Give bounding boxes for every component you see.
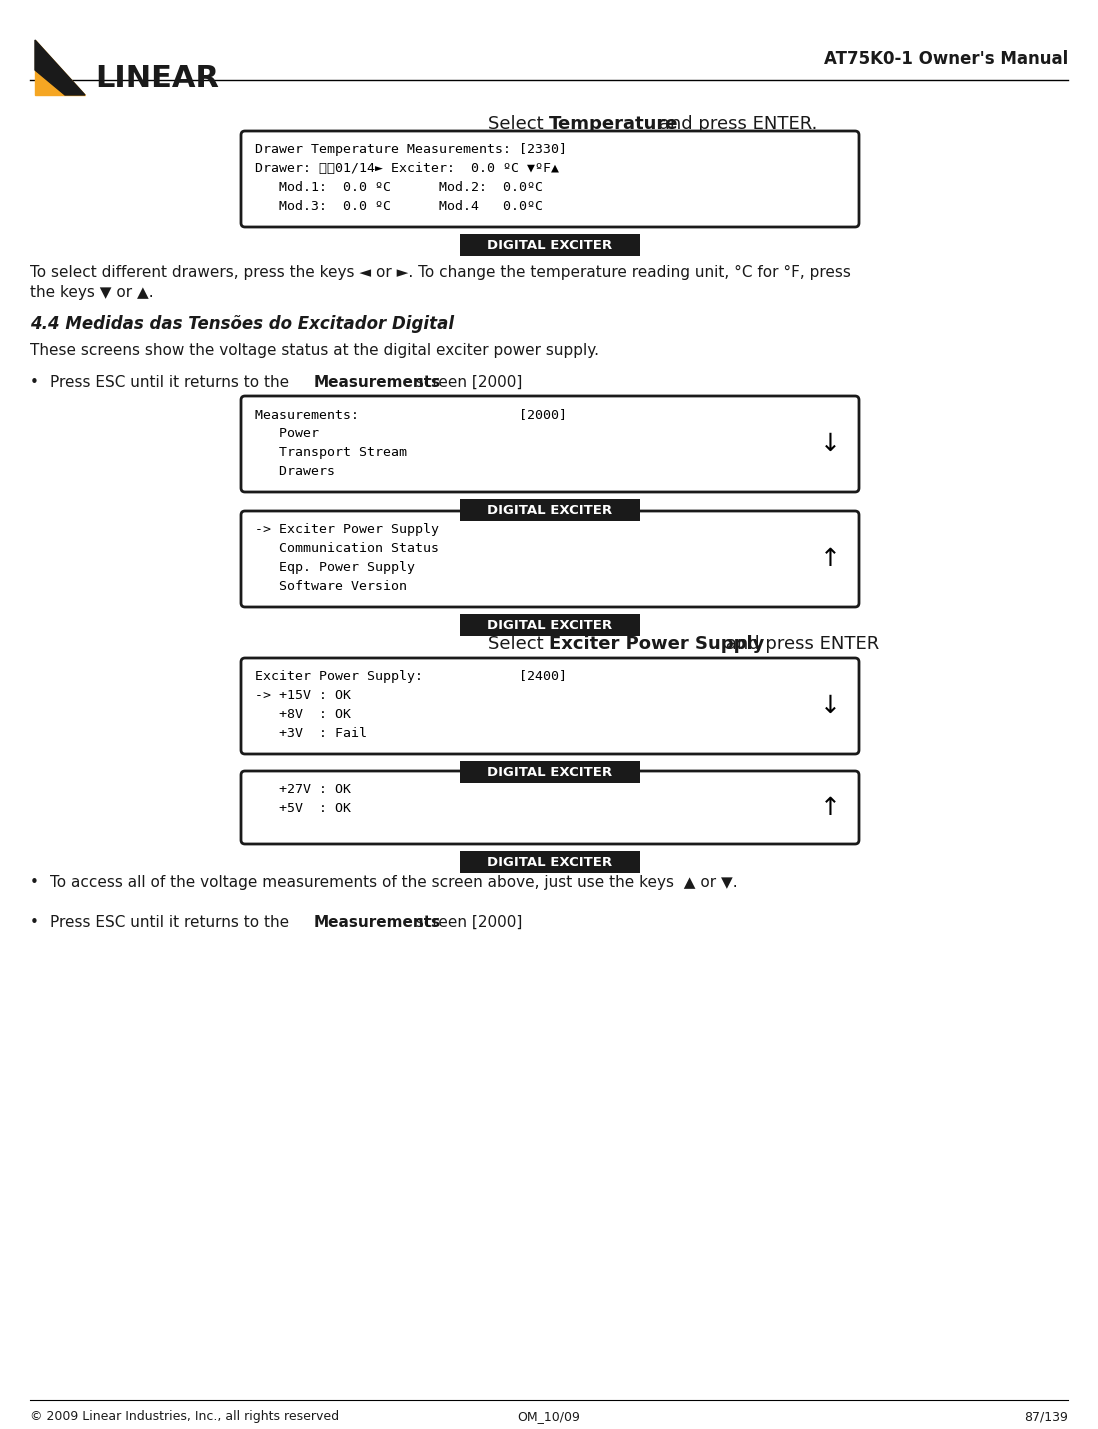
Text: Exciter Power Supply: Exciter Power Supply — [549, 634, 764, 653]
Text: Press ESC until it returns to the: Press ESC until it returns to the — [51, 915, 294, 930]
Text: Measurements: Measurements — [314, 915, 441, 930]
Polygon shape — [35, 40, 85, 94]
Text: Drawer Temperature Measurements: [2330]: Drawer Temperature Measurements: [2330] — [255, 143, 567, 156]
Text: These screens show the voltage status at the digital exciter power supply.: These screens show the voltage status at… — [30, 343, 600, 359]
Text: Select: Select — [488, 114, 549, 133]
Text: and press ENTER.: and press ENTER. — [653, 114, 817, 133]
Text: Measurements:                    [2000]: Measurements: [2000] — [255, 409, 567, 422]
Text: +27V : OK: +27V : OK — [255, 783, 351, 796]
Text: ↑: ↑ — [819, 547, 840, 572]
Text: ↑: ↑ — [819, 796, 840, 819]
Text: DIGITAL EXCITER: DIGITAL EXCITER — [488, 239, 613, 252]
Text: •: • — [30, 374, 38, 390]
Text: +3V  : Fail: +3V : Fail — [255, 727, 367, 740]
Text: Exciter Power Supply:            [2400]: Exciter Power Supply: [2400] — [255, 670, 567, 683]
Text: DIGITAL EXCITER: DIGITAL EXCITER — [488, 856, 613, 869]
Text: Eqp. Power Supply: Eqp. Power Supply — [255, 562, 415, 574]
Text: Press ESC until it returns to the: Press ESC until it returns to the — [51, 374, 294, 390]
FancyBboxPatch shape — [240, 512, 859, 607]
Text: © 2009 Linear Industries, Inc., all rights reserved: © 2009 Linear Industries, Inc., all righ… — [30, 1410, 339, 1423]
Text: AT75K0-1 Owner's Manual: AT75K0-1 Owner's Manual — [824, 50, 1068, 69]
FancyBboxPatch shape — [460, 762, 640, 783]
Text: ↓: ↓ — [819, 432, 840, 456]
Text: Measurements: Measurements — [314, 374, 441, 390]
Text: the keys ▼ or ▲.: the keys ▼ or ▲. — [30, 284, 154, 300]
Text: -> Exciter Power Supply: -> Exciter Power Supply — [255, 523, 439, 536]
Text: screen [2000]: screen [2000] — [411, 374, 523, 390]
Text: Drawers: Drawers — [255, 464, 335, 477]
FancyBboxPatch shape — [460, 499, 640, 522]
Text: To select different drawers, press the keys ◄ or ►. To change the temperature re: To select different drawers, press the k… — [30, 264, 851, 280]
Text: Temperature: Temperature — [549, 114, 679, 133]
FancyBboxPatch shape — [240, 772, 859, 845]
Text: Drawer: ␁​01/14► Exciter:  0.0 ºC ▼ºF▲: Drawer: ␁​01/14► Exciter: 0.0 ºC ▼ºF▲ — [255, 161, 559, 174]
Text: +5V  : OK: +5V : OK — [255, 802, 351, 815]
Text: +8V  : OK: +8V : OK — [255, 707, 351, 722]
FancyBboxPatch shape — [460, 234, 640, 256]
Text: Software Version: Software Version — [255, 580, 407, 593]
Text: Transport Stream: Transport Stream — [255, 446, 407, 459]
Text: ↓: ↓ — [819, 694, 840, 717]
Text: and press ENTER: and press ENTER — [720, 634, 879, 653]
Text: DIGITAL EXCITER: DIGITAL EXCITER — [488, 766, 613, 779]
Text: •: • — [30, 875, 38, 890]
FancyBboxPatch shape — [240, 657, 859, 755]
FancyBboxPatch shape — [240, 396, 859, 492]
FancyBboxPatch shape — [240, 131, 859, 227]
Text: screen [2000]: screen [2000] — [411, 915, 523, 930]
Text: LINEAR: LINEAR — [96, 63, 219, 93]
Text: Mod.1:  0.0 ºC      Mod.2:  0.0ºC: Mod.1: 0.0 ºC Mod.2: 0.0ºC — [255, 181, 544, 194]
Polygon shape — [35, 40, 85, 94]
Text: Power: Power — [255, 427, 320, 440]
Text: -> +15V : OK: -> +15V : OK — [255, 689, 351, 702]
Text: 4.4 Medidas das Tensões do Excitador Digital: 4.4 Medidas das Tensões do Excitador Dig… — [30, 314, 455, 333]
Text: DIGITAL EXCITER: DIGITAL EXCITER — [488, 619, 613, 632]
FancyBboxPatch shape — [460, 614, 640, 636]
Text: 87/139: 87/139 — [1024, 1410, 1068, 1423]
Text: Communication Status: Communication Status — [255, 542, 439, 554]
Text: Select: Select — [488, 634, 549, 653]
Text: OM_10/09: OM_10/09 — [517, 1410, 581, 1423]
Text: To access all of the voltage measurements of the screen above, just use the keys: To access all of the voltage measurement… — [51, 875, 738, 890]
Text: DIGITAL EXCITER: DIGITAL EXCITER — [488, 503, 613, 516]
Text: Mod.3:  0.0 ºC      Mod.4   0.0ºC: Mod.3: 0.0 ºC Mod.4 0.0ºC — [255, 200, 544, 213]
FancyBboxPatch shape — [460, 852, 640, 873]
Text: •: • — [30, 915, 38, 930]
